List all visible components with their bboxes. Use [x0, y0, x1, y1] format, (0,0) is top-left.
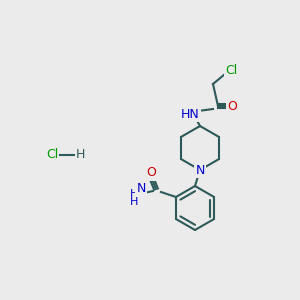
Text: H: H [75, 148, 85, 161]
Text: O: O [227, 100, 237, 112]
Text: H: H [130, 189, 138, 199]
Text: N: N [136, 182, 146, 196]
Text: Cl: Cl [225, 64, 237, 76]
Text: HN: HN [181, 107, 200, 121]
Text: O: O [146, 167, 156, 179]
Text: H: H [130, 197, 138, 207]
Text: Cl: Cl [46, 148, 58, 161]
Text: N: N [195, 164, 205, 176]
